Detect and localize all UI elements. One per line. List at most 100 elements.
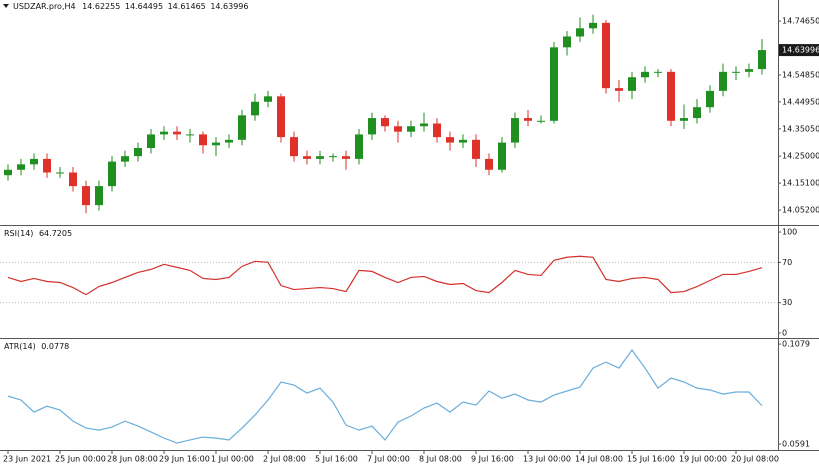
candle [459,134,467,149]
candle-body [641,71,649,78]
candle [121,150,129,168]
y-tick-label: 0.1079 [782,340,810,349]
candle-body [745,69,753,72]
candle [719,63,727,97]
y-tick-label: 0.0591 [782,440,810,449]
y-tick-label: 100 [782,228,797,237]
candle [381,115,389,132]
candle [17,158,25,176]
y-tick-label: 14.35050 [782,124,819,133]
candle [537,115,545,124]
candle-body [667,71,675,121]
candle-body [69,172,77,187]
candle [641,66,649,83]
x-tick-label: 8 Jul 08:00 [419,455,462,464]
candle [433,118,441,143]
candle [238,109,246,146]
menu-arrow [3,4,9,8]
candle-body [95,186,103,206]
candle-body [758,50,766,70]
candle-body [4,169,12,176]
candle-body [82,186,90,206]
candle [745,63,753,78]
candle-body [121,156,129,162]
candle [485,153,493,176]
candle [225,134,233,149]
candle-body [459,139,467,143]
candle-body [134,148,142,157]
candle [472,134,480,168]
candle-body [212,142,220,146]
y-tick-label: 70 [782,258,792,267]
candle [186,128,194,143]
candle [602,20,610,94]
candle-body [173,131,181,135]
candle [316,150,324,165]
candle-body [407,126,415,132]
x-tick-label: 23 Jun 2021 [3,455,51,464]
indicator-value: 0.0778 [41,342,69,351]
symbol: USDZAR.pro,H4 [13,2,76,11]
candle [147,128,155,154]
y-tick-label: 14.05200 [782,206,819,215]
candle [264,90,272,108]
candle [706,85,714,113]
y-tick-label: 0 [782,328,787,337]
candle [420,112,428,132]
candle-body [394,126,402,132]
candle [355,128,363,165]
candle-body [576,28,584,37]
x-tick-label: 2 Jul 08:00 [263,455,306,464]
candle-body [251,101,259,116]
candle-body [160,131,168,135]
candle [550,41,558,124]
candle-body [589,22,597,29]
candle [212,137,220,157]
candle-body [264,96,272,102]
candle-body [381,118,389,127]
candle [680,104,688,129]
candle [446,131,454,151]
candle [758,39,766,75]
x-tick-label: 25 Jun 00:00 [55,455,106,464]
candle [82,180,90,214]
candle-body [147,134,155,149]
candle [43,153,51,178]
candle [108,156,116,192]
candle [173,126,181,140]
y-tick-label: 14.44950 [782,97,819,106]
y-tick-label: 14.74650 [782,17,819,26]
candle-body [108,161,116,187]
x-tick-label: 29 Jun 16:00 [159,455,210,464]
candle-body [225,139,233,143]
candle-body [693,107,701,119]
candle-body [446,137,454,143]
candle [563,31,571,56]
candle [732,66,740,80]
candle [69,167,77,192]
header-value: 14.62255 [82,2,120,11]
y-tick-label: 14.54850 [782,70,819,79]
indicator-line [7,255,763,296]
candle-body [277,96,285,138]
candle [667,69,675,127]
candle-body [706,90,714,108]
candle-body [537,120,545,122]
x-tick-label: 28 Jun 08:00 [107,455,158,464]
candle [654,69,662,78]
x-tick-label: 19 Jul 00:00 [679,455,727,464]
current-price-label: 14.63996 [782,46,819,55]
candle [524,109,532,127]
candle [511,112,519,149]
candle-body [17,164,25,170]
candle-body [290,137,298,157]
candle [407,120,415,138]
candle-body [43,158,51,173]
candle-body [433,123,441,138]
candle [693,99,701,124]
candle-body [563,36,571,48]
candle-body [719,71,727,91]
x-tick-label: 13 Jul 00:00 [523,455,571,464]
x-tick-label: 9 Jul 16:00 [471,455,514,464]
